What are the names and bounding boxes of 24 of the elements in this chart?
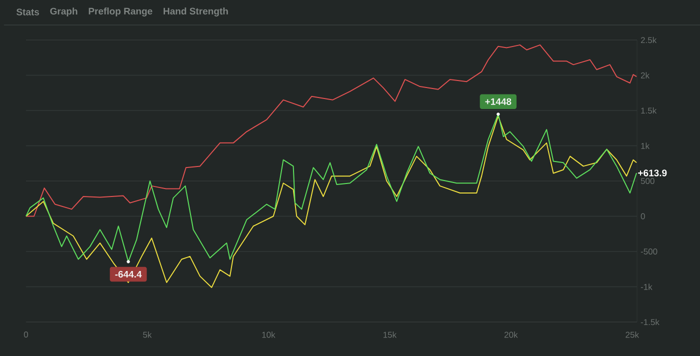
y-tick-label: -1k (640, 284, 652, 290)
line-series (26, 112, 638, 264)
y-tick-label: 500 (640, 178, 654, 184)
x-tick-label: 15k (383, 332, 397, 338)
text: Hand Strength (164, 8, 228, 16)
annotation: -644.4 (115, 270, 142, 278)
line-series (26, 44, 638, 217)
y-tick-label: 1.5k (641, 107, 657, 114)
text: Stats (16, 8, 40, 16)
y-tick-label: 2.5k (640, 36, 657, 44)
y-tick-label: 0 (640, 213, 645, 220)
y-tick-label: 2k (640, 72, 650, 78)
y-tick-label: 1k (641, 142, 650, 149)
x-tick-label: 25k (626, 332, 640, 338)
annotation: +613.9 (638, 170, 667, 176)
x-tick-label: 20k (504, 332, 518, 338)
annotation: +1448 (485, 98, 512, 105)
x-tick-label: 10k (262, 332, 276, 338)
text: Graph (50, 8, 78, 16)
text: Preflop Range (88, 8, 152, 16)
y-tick-label: -1.5k (640, 318, 660, 326)
x-tick-label: 0 (24, 332, 28, 338)
x-tick-label: 5k (143, 332, 152, 338)
y-tick-label: -500 (640, 248, 658, 255)
